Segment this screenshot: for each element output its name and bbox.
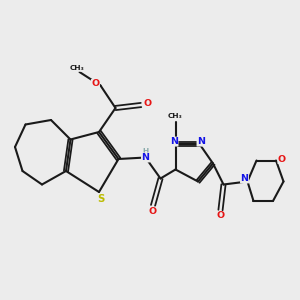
Text: O: O [216,212,225,220]
Text: O: O [91,80,100,88]
Text: N: N [170,137,178,146]
Text: N: N [197,137,205,146]
Text: O: O [278,154,286,164]
Text: O: O [148,207,157,216]
Text: S: S [97,194,104,204]
Text: CH₃: CH₃ [168,113,183,119]
Text: CH₃: CH₃ [69,65,84,71]
Text: N: N [142,153,149,162]
Text: N: N [241,174,248,183]
Text: H: H [142,148,148,154]
Text: O: O [143,99,152,108]
